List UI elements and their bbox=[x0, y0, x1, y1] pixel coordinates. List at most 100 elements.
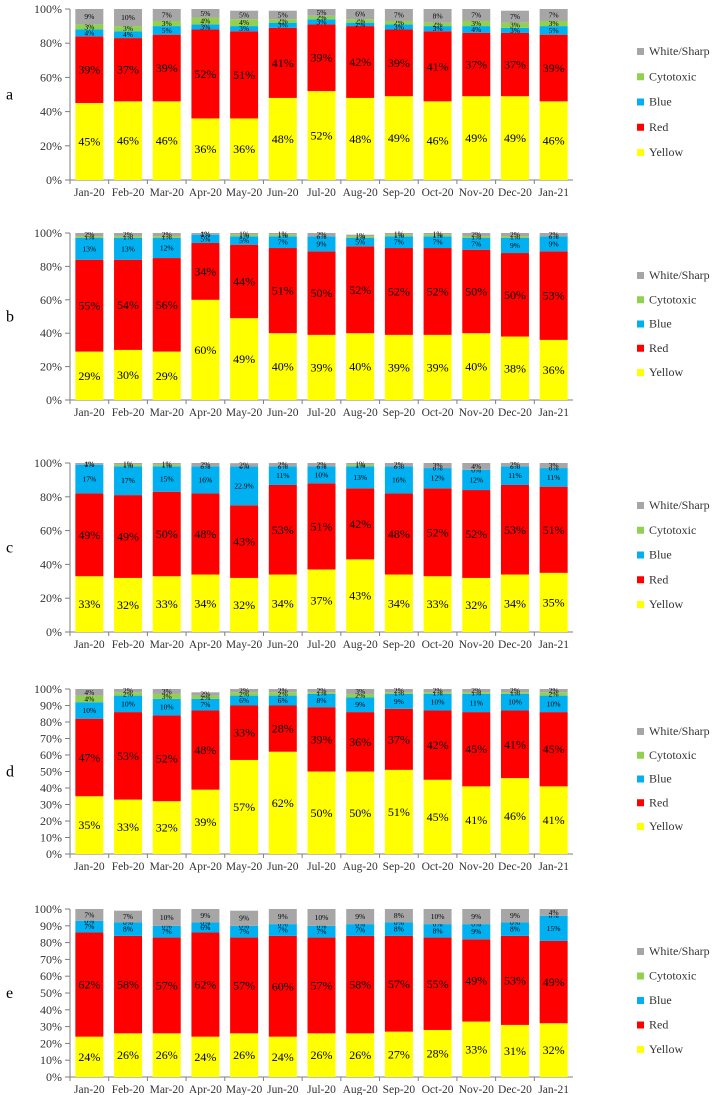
panel-e-ytick-label: 100% bbox=[34, 902, 62, 916]
panel-c-bar-white-sharp bbox=[191, 463, 220, 467]
panel-e-bar-white-sharp bbox=[75, 909, 104, 921]
panel-a-data-label: 3% bbox=[510, 26, 520, 35]
panel-d-data-label: 28% bbox=[272, 722, 294, 736]
panel-a-data-label: 5% bbox=[317, 8, 327, 17]
panel-b-bar-white-sharp bbox=[462, 233, 491, 237]
panel-a-data-label: 41% bbox=[272, 56, 294, 70]
panel-d-category-label: Aug-20 bbox=[343, 861, 378, 873]
panel-d-bar-blue bbox=[307, 693, 336, 708]
panel-c-category-label: Apr-20 bbox=[189, 639, 222, 651]
panel-b-data-label: 44% bbox=[233, 274, 255, 288]
panel-d-bar-white-sharp bbox=[423, 689, 452, 693]
panel-e-data-label: 28% bbox=[427, 1046, 449, 1060]
panel-e-ytick-label: 70% bbox=[40, 952, 62, 966]
panel-a-label: a bbox=[6, 87, 13, 104]
panel-e-data-label: 8% bbox=[394, 925, 404, 934]
panel-a-legend-label: Blue bbox=[649, 95, 672, 109]
panel-c-bar-yellow bbox=[152, 576, 181, 632]
panel-b-ytick-label: 100% bbox=[34, 226, 62, 240]
panel-d-legend-swatch-blue bbox=[637, 775, 644, 783]
panel-a-data-label: 49% bbox=[465, 131, 487, 145]
panel-e-data-label: 62% bbox=[194, 978, 216, 992]
panel-d-data-label: 2% bbox=[278, 689, 288, 698]
panel-c-category-label: Dec-20 bbox=[498, 639, 532, 651]
panel-a-data-label: 7% bbox=[162, 10, 172, 19]
panel-a-data-label: 49% bbox=[504, 131, 526, 145]
panel-b-data-label: 9% bbox=[549, 239, 559, 248]
panel-e-bar-blue bbox=[152, 925, 181, 938]
panel-a-data-label: 4% bbox=[471, 25, 481, 34]
panel-a-data-label: 4% bbox=[123, 30, 133, 39]
panel-d-label: d bbox=[6, 764, 14, 781]
panel-c-bar-yellow bbox=[191, 574, 220, 632]
panel-b-legend-swatch-blue bbox=[637, 320, 644, 328]
panel-d-data-label: 6% bbox=[278, 696, 288, 705]
panel-d-bar-cytotoxic bbox=[500, 692, 529, 694]
panel-c-data-label: 4% bbox=[471, 462, 481, 471]
panel-d-data-label: 41% bbox=[504, 737, 526, 751]
panel-c-data-label: 35% bbox=[543, 595, 565, 609]
panel-d-bar-white-sharp bbox=[114, 689, 143, 693]
panel-a-data-label: 3% bbox=[84, 22, 94, 31]
panel-b-category-label: Jan-20 bbox=[74, 407, 105, 419]
panel-e-bar-red bbox=[152, 937, 181, 1034]
panel-a-bar-yellow bbox=[346, 97, 375, 180]
panel-b-data-label: 30% bbox=[117, 368, 139, 382]
panel-b-category-label: Jun-20 bbox=[267, 407, 299, 419]
panel-c-category-label: Jan-21 bbox=[538, 639, 569, 651]
panel-e-data-label: 27% bbox=[388, 1047, 410, 1061]
panel-b-bar-red bbox=[191, 243, 220, 300]
panel-a-data-label: 37% bbox=[117, 63, 139, 77]
panel-b-data-label: 40% bbox=[349, 360, 371, 374]
panel-a-data-label: 2% bbox=[394, 18, 404, 27]
panel-b-category-label: Sep-20 bbox=[383, 407, 416, 419]
panel-a-bar-cytotoxic bbox=[423, 22, 452, 27]
panel-a-bar-red bbox=[152, 34, 181, 102]
panel-e-data-label: 31% bbox=[504, 1044, 526, 1058]
panel-a-bar-cytotoxic bbox=[230, 19, 259, 27]
panel-c-data-label: 11% bbox=[547, 473, 560, 482]
panel-a-bar-yellow bbox=[307, 91, 336, 180]
panel-a-ytick-label: 60% bbox=[40, 70, 62, 84]
panel-a-category-label: Jun-20 bbox=[267, 187, 299, 199]
panel-a-data-label: 2% bbox=[433, 20, 443, 29]
panel-e-data-label: 49% bbox=[465, 973, 487, 987]
panel-e-category-label: Apr-20 bbox=[189, 1084, 222, 1095]
panel-b-bar-red bbox=[384, 248, 413, 335]
panel-c-bar-red bbox=[230, 505, 259, 578]
panel-a-ytick-label: 0% bbox=[46, 173, 62, 187]
panel-d-data-label: 10% bbox=[508, 698, 522, 707]
panel-c-ytick-label: 80% bbox=[40, 490, 62, 504]
panel-e-bar-white-sharp bbox=[539, 909, 568, 916]
panel-d-legend-label: Yellow bbox=[649, 819, 683, 833]
panel-b-data-label: 49% bbox=[233, 352, 255, 366]
panel-c-data-label: 2% bbox=[317, 460, 327, 469]
panel-a-data-label: 52% bbox=[311, 129, 333, 143]
panel-e-category-label: Feb-20 bbox=[112, 1084, 145, 1095]
panel-e-data-label: 57% bbox=[388, 977, 410, 991]
panel-e-legend-label: Blue bbox=[649, 993, 672, 1007]
panel-d-bar-red bbox=[307, 707, 336, 772]
panel-a-data-label: 2% bbox=[355, 16, 365, 25]
panel-b-category-label: Jul-20 bbox=[307, 407, 336, 419]
panel-b-bar-red bbox=[75, 259, 104, 352]
panel-a-data-label: 5% bbox=[200, 9, 210, 18]
panel-c-label: c bbox=[6, 540, 13, 557]
panel-d-legend-swatch-cytotoxic bbox=[637, 751, 644, 759]
panel-d-data-label: 2% bbox=[317, 686, 327, 695]
panel-d-bar-red bbox=[423, 710, 452, 780]
panel-b-category-label: Oct-20 bbox=[422, 407, 454, 419]
panel-a-data-label: 46% bbox=[543, 134, 565, 148]
panel-e-legend-swatch-white-sharp bbox=[637, 948, 644, 955]
panel-a-bar-white-sharp bbox=[152, 9, 181, 21]
panel-e-bar-red bbox=[384, 935, 413, 1032]
panel-d-category-label: Jan-21 bbox=[538, 861, 569, 873]
panel-e-data-label: 60% bbox=[272, 979, 294, 993]
panel-c-bar-white-sharp bbox=[152, 463, 181, 465]
panel-d-data-label: 2% bbox=[394, 686, 404, 695]
panel-a-bar-yellow bbox=[384, 96, 413, 180]
panel-b-bar-white-sharp bbox=[114, 233, 143, 237]
panel-d-category-label: Jan-20 bbox=[74, 861, 105, 873]
panel-d-bar-white-sharp bbox=[268, 689, 297, 693]
panel-d-data-label: 57% bbox=[233, 800, 255, 814]
